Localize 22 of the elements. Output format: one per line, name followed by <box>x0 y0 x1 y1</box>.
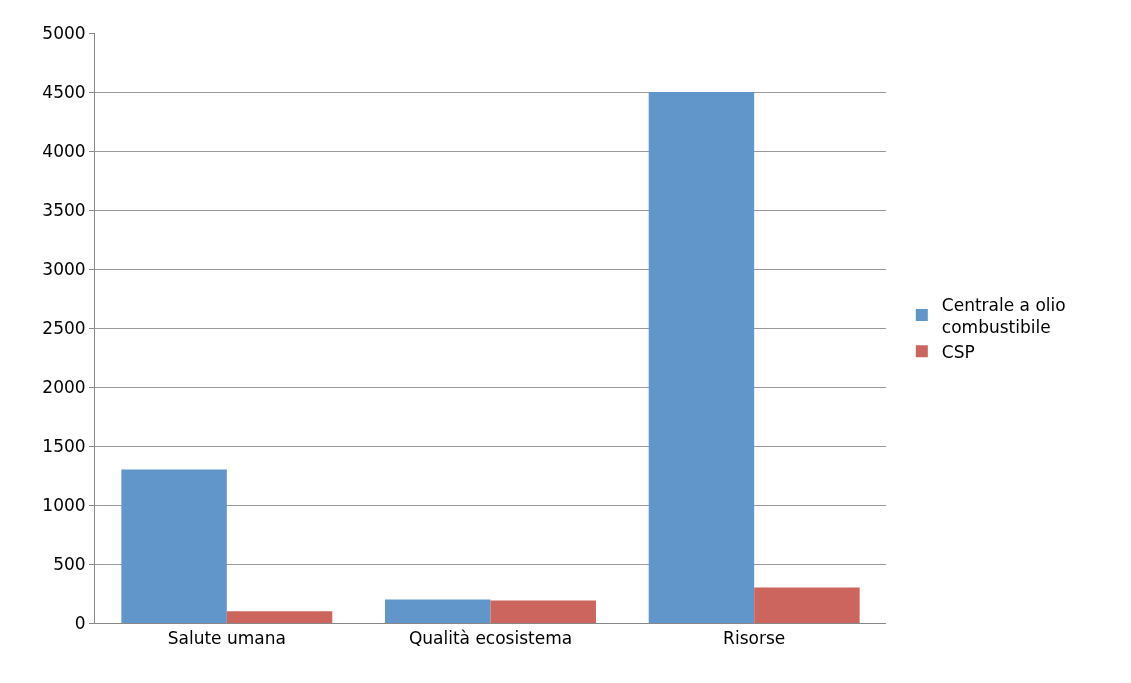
bar <box>226 611 333 623</box>
y-tick-label: 4000 <box>42 140 86 161</box>
y-tick-label: 3000 <box>42 258 86 279</box>
y-tick-label: 1500 <box>42 435 86 456</box>
y-tick-label: 4500 <box>42 81 86 102</box>
y-tick-label: 2000 <box>42 376 86 397</box>
y-tick-label: 0 <box>74 612 86 633</box>
bar <box>490 600 596 623</box>
bar <box>754 587 860 623</box>
y-tick-label: 5000 <box>42 22 86 43</box>
legend-label: CSP <box>941 341 975 362</box>
y-tick-label: 3500 <box>42 199 86 220</box>
bar <box>385 599 491 623</box>
y-tick-label: 2500 <box>42 317 86 338</box>
bar <box>121 469 227 623</box>
x-tick-label: Risorse <box>723 628 786 649</box>
x-tick-label: Qualità ecosistema <box>408 628 573 649</box>
y-tick-label: 500 <box>53 553 86 574</box>
legend-label: Centrale a olio combustibile <box>941 294 1066 337</box>
y-tick-label: 1000 <box>42 494 86 515</box>
x-tick-label: Salute umana <box>167 628 286 649</box>
bar <box>648 92 755 623</box>
